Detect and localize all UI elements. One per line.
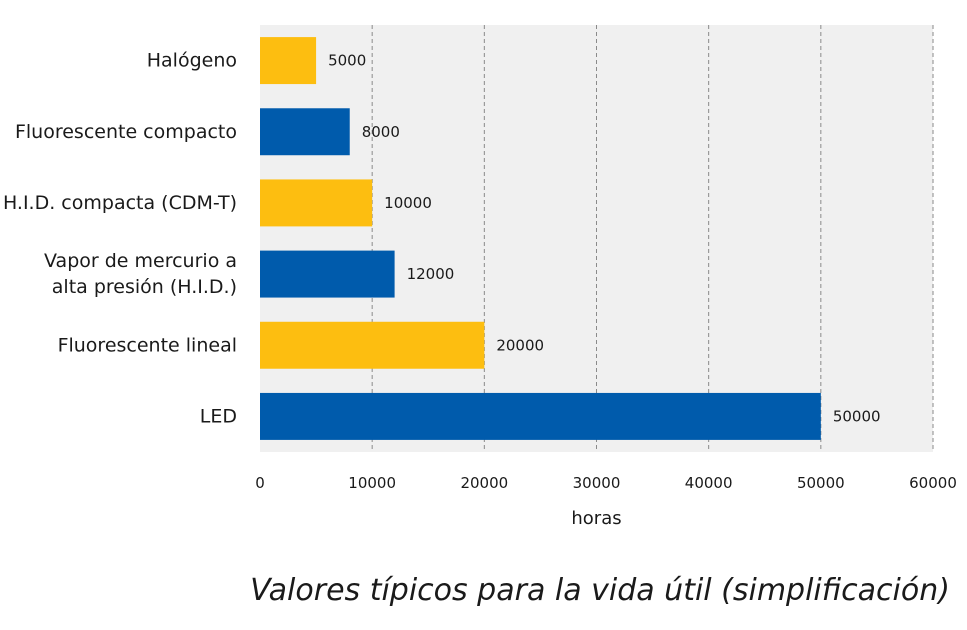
bar [260, 37, 317, 85]
x-tick-label: 50000 [797, 474, 845, 492]
data-label: 12000 [407, 265, 455, 283]
x-tick-label: 40000 [685, 474, 733, 492]
category-label: H.I.D. compacta (CDM-T) [3, 192, 237, 214]
x-tick-label: 20000 [460, 474, 508, 492]
bar [260, 108, 350, 156]
x-tick-label: 60000 [909, 474, 957, 492]
x-axis-title: horas [571, 508, 621, 529]
category-label: LED [200, 405, 237, 427]
category-labels: Halógeno Fluorescente compacto H.I.D. comp… [3, 50, 237, 428]
data-label: 5000 [328, 52, 366, 70]
bar [260, 392, 821, 440]
category-label: Halógeno [147, 50, 237, 72]
category-label: Fluorescente compacto [15, 121, 237, 143]
data-label: 10000 [384, 194, 432, 212]
chart-caption: Valores típicos para la vida útil (simpl… [250, 573, 950, 608]
data-label: 8000 [362, 123, 400, 141]
bar [260, 179, 373, 227]
data-labels: 5000 8000 10000 12000 20000 50000 [328, 52, 880, 426]
gridlines [371, 25, 934, 452]
data-label: 50000 [833, 407, 881, 425]
data-label: 20000 [496, 336, 544, 354]
x-tick-label: 30000 [573, 474, 621, 492]
category-label: Fluorescente lineal [58, 334, 237, 356]
x-tick-labels: 0 10000 20000 30000 40000 50000 60000 [255, 474, 957, 492]
category-label: Vapor de mercurio a alta presión (H.I.D.) [44, 250, 237, 298]
bars [260, 37, 821, 440]
x-tick-label: 0 [255, 474, 265, 492]
bar [260, 250, 395, 298]
bar [260, 321, 485, 369]
x-tick-label: 10000 [348, 474, 396, 492]
